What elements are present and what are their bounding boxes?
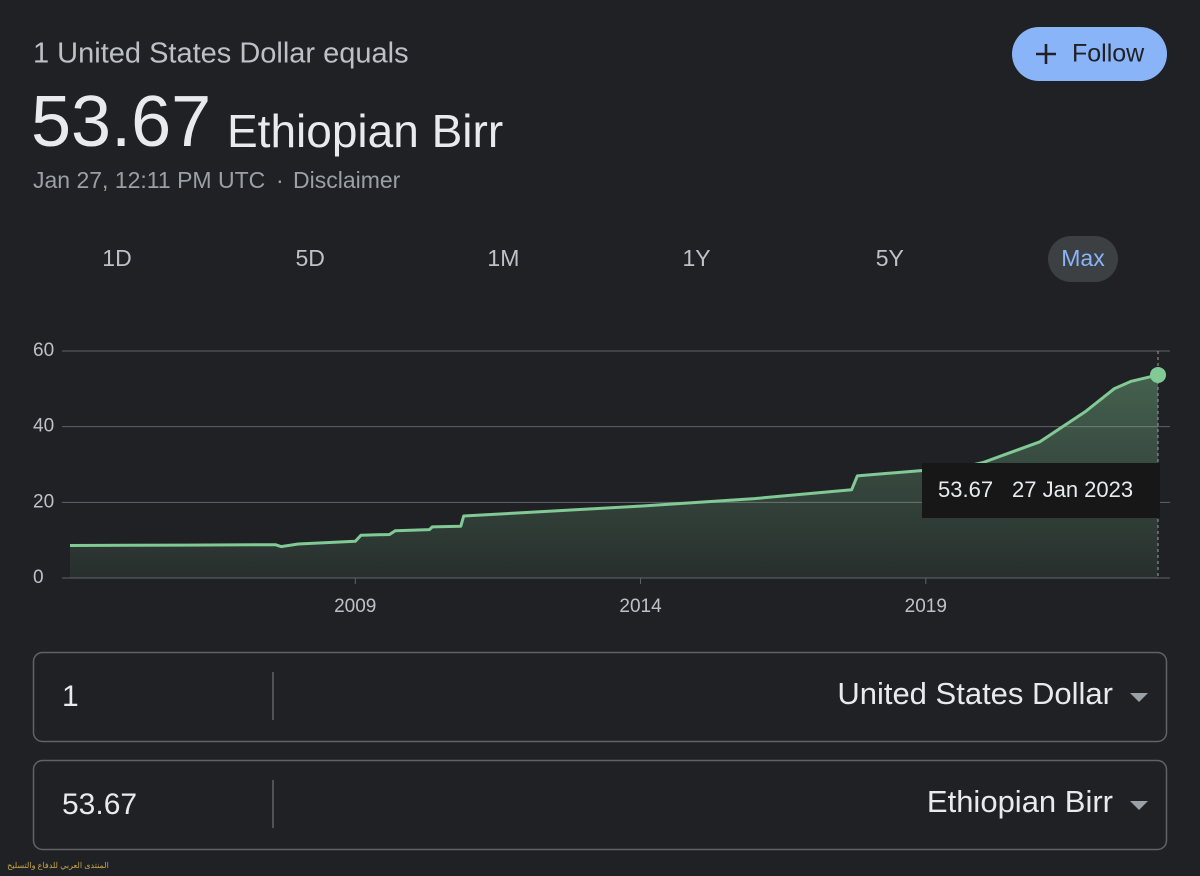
range-tab[interactable]: 1Y bbox=[683, 245, 711, 271]
tooltip-value: 53.67 bbox=[938, 477, 993, 502]
tooltip: 53.67 27 Jan 2023 bbox=[922, 463, 1160, 518]
y-tick-label: 40 bbox=[33, 416, 54, 437]
range-tab[interactable]: 1M bbox=[487, 245, 519, 271]
range-tab-label: 5Y bbox=[876, 245, 904, 271]
tooltip-bg bbox=[922, 463, 1160, 518]
rate-value: 53.67 bbox=[31, 82, 211, 162]
x-tick-label: 2019 bbox=[905, 596, 947, 617]
follow-label: Follow bbox=[1072, 40, 1145, 68]
amount-input[interactable]: 1 bbox=[62, 680, 79, 713]
x-tick-label: 2014 bbox=[619, 596, 662, 617]
converter-box bbox=[32, 759, 1168, 851]
converter-box bbox=[32, 651, 1168, 743]
area bbox=[70, 374, 1158, 578]
tooltip-date: 27 Jan 2023 bbox=[1012, 477, 1133, 502]
converter-row: 1 United States Dollar bbox=[32, 651, 1168, 743]
amount-input[interactable]: 53.67 bbox=[62, 788, 137, 821]
separator: · bbox=[276, 167, 284, 193]
range-tab[interactable]: 1D bbox=[102, 245, 131, 271]
hover-dot bbox=[1150, 366, 1166, 383]
range-tab[interactable]: Max bbox=[1048, 236, 1118, 282]
disclaimer-link[interactable]: Disclaimer bbox=[293, 167, 401, 193]
follow-button[interactable]: Follow bbox=[1012, 27, 1167, 81]
rate-currency: Ethiopian Birr bbox=[227, 105, 503, 157]
watermark: المنتدى العربي للدفاع والتسليح bbox=[7, 861, 109, 870]
y-tick-label: 20 bbox=[33, 491, 54, 512]
line bbox=[69, 373, 1159, 549]
range-tab-label: 1Y bbox=[683, 245, 711, 271]
converter-row: 53.67 Ethiopian Birr bbox=[32, 759, 1168, 851]
currency-select[interactable]: United States Dollar bbox=[837, 676, 1113, 711]
range-tab[interactable]: 5D bbox=[295, 245, 324, 271]
subtitle: 1 United States Dollar equals bbox=[33, 38, 409, 70]
range-tab-label: 5D bbox=[295, 245, 324, 271]
timestamp: Jan 27, 12:11 PM UTC bbox=[33, 167, 265, 193]
chart: 0 20 40 60 2009 2014 2019 53.67 27 Jan 2023 bbox=[33, 340, 1170, 617]
dropdown-arrow[interactable] bbox=[1130, 693, 1148, 702]
currency-select[interactable]: Ethiopian Birr bbox=[927, 784, 1113, 819]
range-tab[interactable]: 5Y bbox=[876, 245, 904, 271]
range-tab-selected-bg bbox=[1048, 236, 1118, 282]
dropdown-arrow[interactable] bbox=[1130, 801, 1148, 810]
follow-button-bg bbox=[1012, 27, 1167, 81]
range-tab-label: Max bbox=[1061, 245, 1105, 271]
range-tab-label: 1D bbox=[102, 245, 131, 271]
x-tick-label: 2009 bbox=[334, 596, 376, 617]
range-tab-label: 1M bbox=[487, 245, 519, 271]
y-tick-label: 60 bbox=[33, 340, 54, 361]
range-tabs: 1D 5D 1M 1Y 5Y Max bbox=[102, 236, 1118, 282]
plus-icon bbox=[1036, 44, 1056, 64]
y-tick-label: 0 bbox=[33, 567, 44, 588]
converter: 1 United States Dollar 53.67 Ethiopian Birr bbox=[32, 651, 1168, 851]
